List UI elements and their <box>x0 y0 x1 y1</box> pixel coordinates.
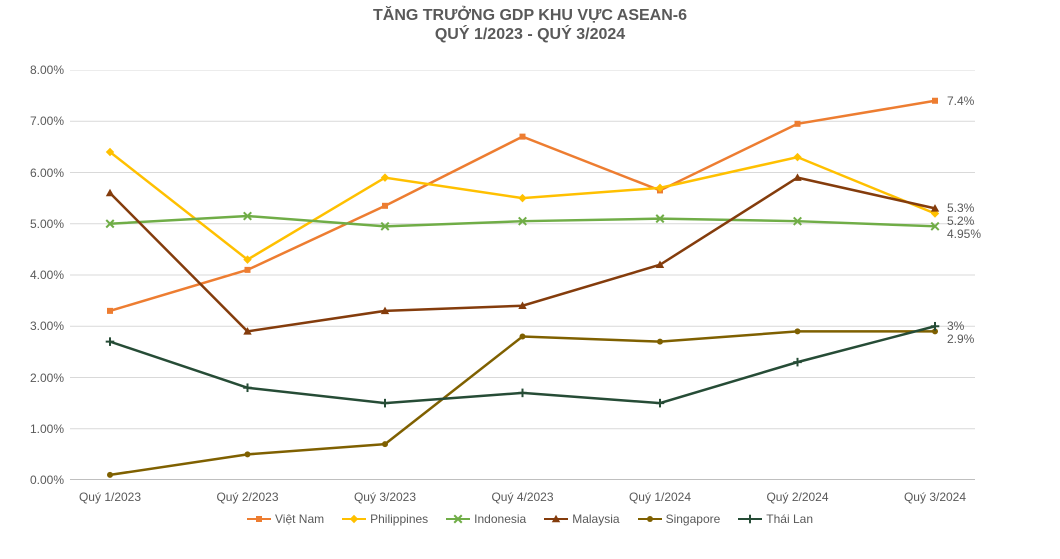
legend-item-thailand: Thái Lan <box>738 512 813 526</box>
legend-swatch-icon <box>638 513 662 525</box>
x-tick-label: Quý 2/2023 <box>216 490 278 504</box>
x-tick-label: Quý 3/2024 <box>904 490 966 504</box>
legend-label: Indonesia <box>474 512 526 526</box>
legend-item-philippines: Philippines <box>342 512 428 526</box>
legend-swatch-icon <box>446 513 470 525</box>
y-tick-label: 5.00% <box>10 217 64 231</box>
legend-swatch-icon <box>247 513 271 525</box>
series-end-label-malaysia: 5.3% <box>947 201 974 215</box>
y-tick-label: 4.00% <box>10 268 64 282</box>
chart-title-line-2: QUÝ 1/2023 - QUÝ 3/2024 <box>0 25 1060 44</box>
legend-label: Việt Nam <box>275 512 324 526</box>
series-end-label-philippines: 5.2% <box>947 214 974 228</box>
plot-area <box>70 70 975 480</box>
legend-item-vietnam: Việt Nam <box>247 512 324 526</box>
chart-svg <box>70 70 975 480</box>
legend-label: Philippines <box>370 512 428 526</box>
x-tick-label: Quý 3/2023 <box>354 490 416 504</box>
x-tick-label: Quý 1/2024 <box>629 490 691 504</box>
series-end-label-vietnam: 7.4% <box>947 94 974 108</box>
legend-label: Malaysia <box>572 512 619 526</box>
legend-swatch-icon <box>342 513 366 525</box>
series-end-label-thailand: 3% <box>947 319 964 333</box>
legend-item-singapore: Singapore <box>638 512 721 526</box>
legend-swatch-icon <box>738 513 762 525</box>
x-tick-label: Quý 1/2023 <box>79 490 141 504</box>
legend-swatch-icon <box>544 513 568 525</box>
legend: Việt Nam Philippines Indonesia Malaysia Sing… <box>0 512 1060 526</box>
legend-item-malaysia: Malaysia <box>544 512 619 526</box>
legend-label: Singapore <box>666 512 721 526</box>
x-tick-label: Quý 4/2023 <box>491 490 553 504</box>
x-tick-label: Quý 2/2024 <box>766 490 828 504</box>
y-tick-label: 3.00% <box>10 319 64 333</box>
chart-title-line-1: TĂNG TRƯỞNG GDP KHU VỰC ASEAN-6 <box>0 6 1060 25</box>
legend-label: Thái Lan <box>766 512 813 526</box>
chart-title: TĂNG TRƯỞNG GDP KHU VỰC ASEAN-6 QUÝ 1/20… <box>0 0 1060 44</box>
series-end-label-singapore: 2.9% <box>947 332 974 346</box>
y-tick-label: 2.00% <box>10 371 64 385</box>
y-tick-label: 6.00% <box>10 166 64 180</box>
y-tick-label: 8.00% <box>10 63 64 77</box>
y-tick-label: 7.00% <box>10 114 64 128</box>
y-tick-label: 1.00% <box>10 422 64 436</box>
legend-item-indonesia: Indonesia <box>446 512 526 526</box>
y-tick-label: 0.00% <box>10 473 64 487</box>
chart-container: TĂNG TRƯỞNG GDP KHU VỰC ASEAN-6 QUÝ 1/20… <box>0 0 1060 559</box>
series-end-label-indonesia: 4.95% <box>947 227 981 241</box>
